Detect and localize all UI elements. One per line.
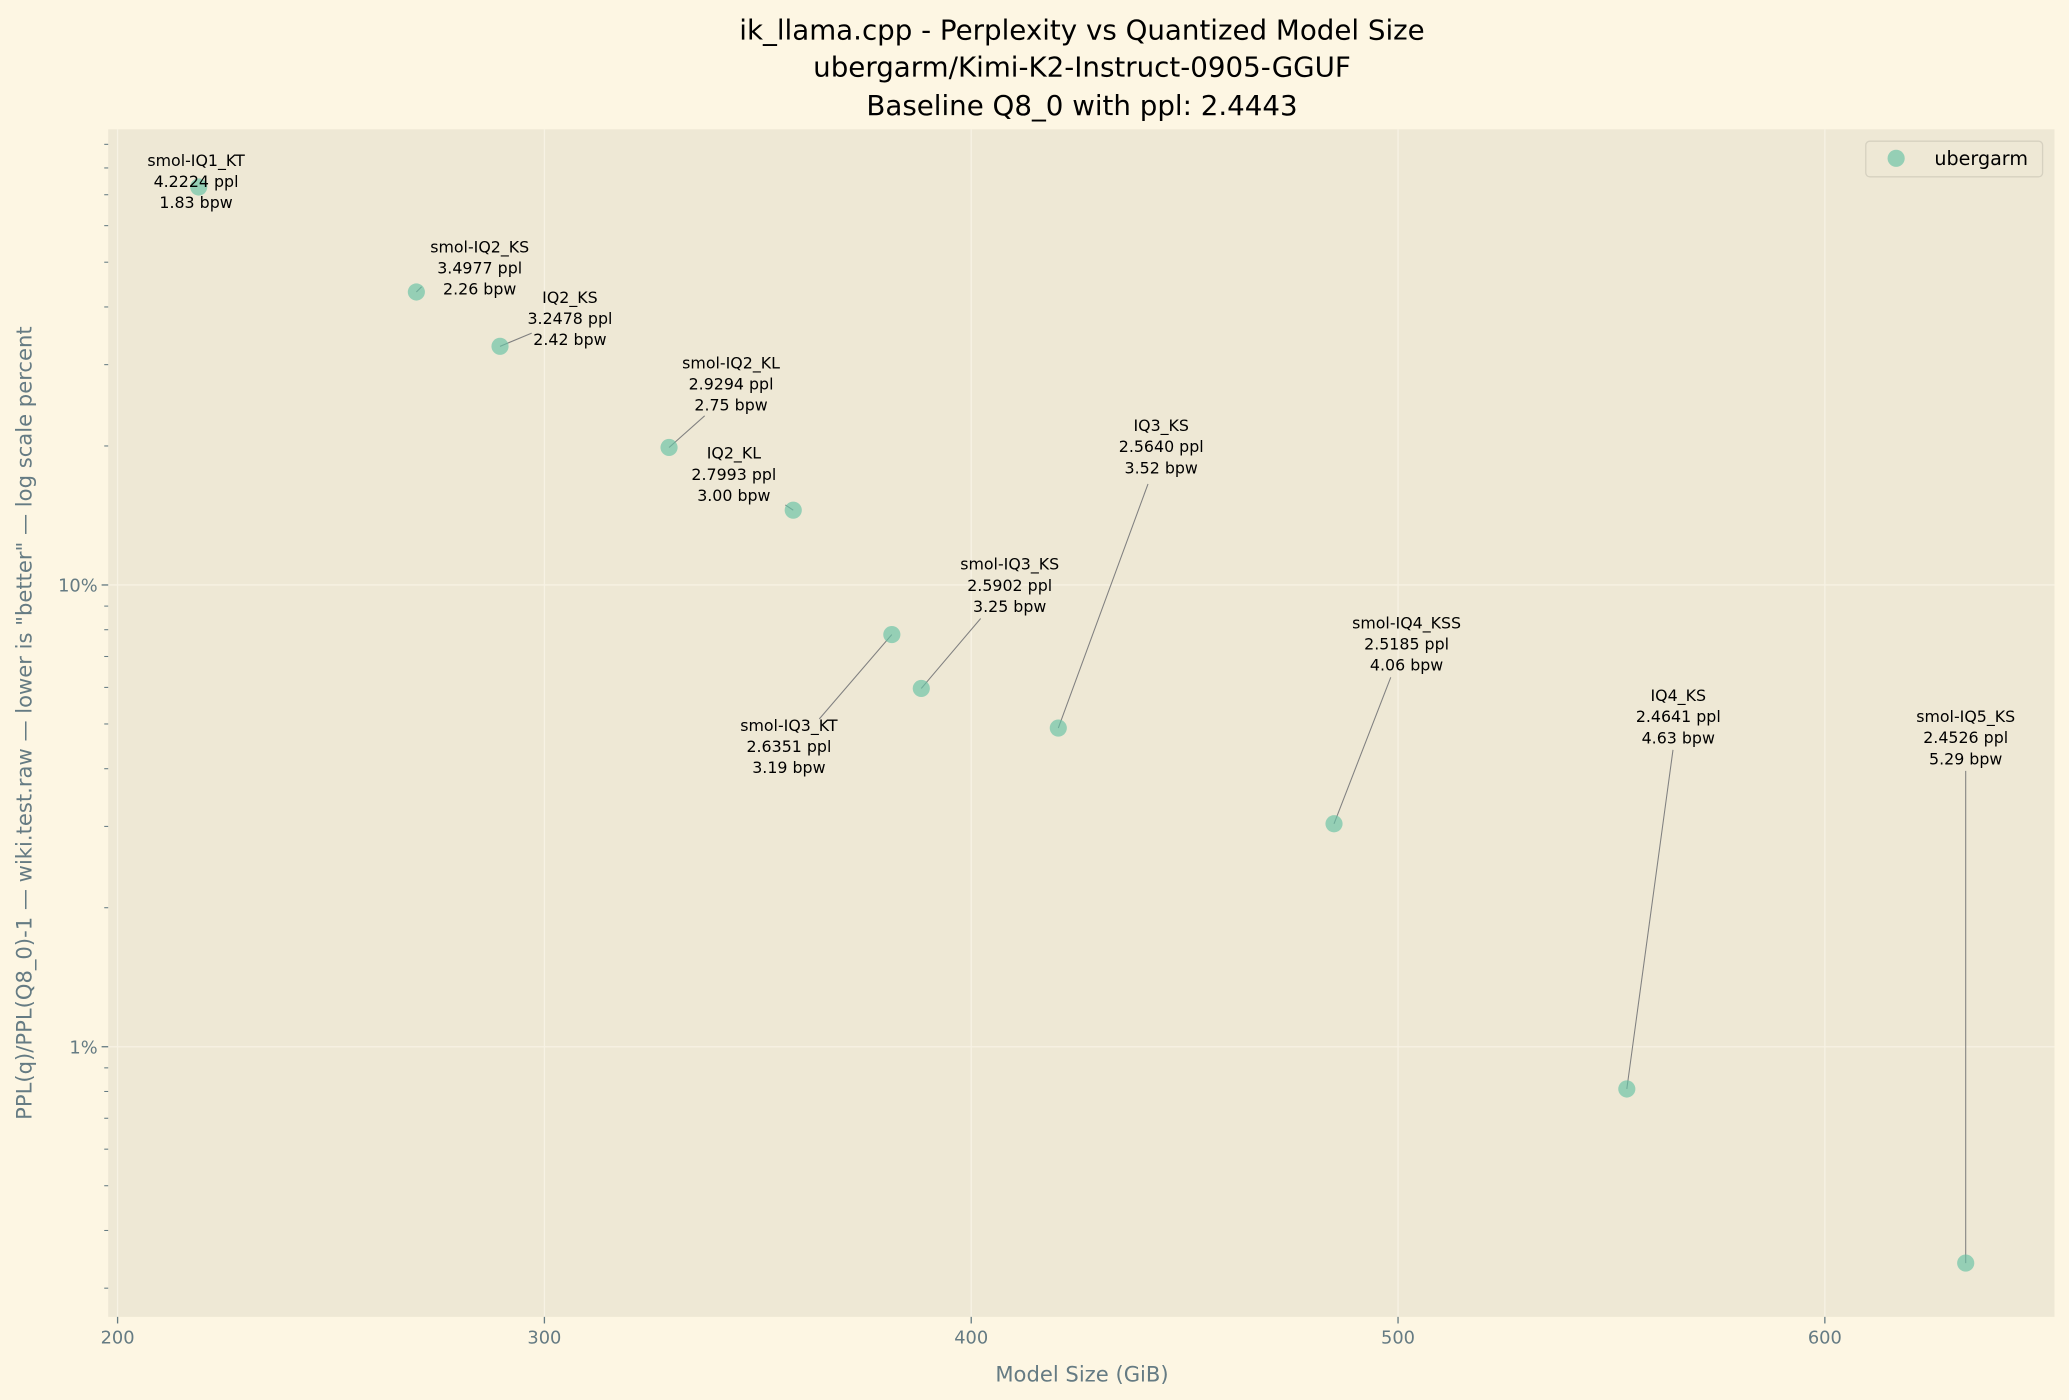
annotation-ppl: 2.7993 ppl [691,465,776,484]
annotation-ppl: 2.5640 ppl [1119,437,1204,456]
y-tick-label: 10% [58,576,98,597]
annotation-label: smol-IQ3_KT [740,716,838,736]
annotation-label: IQ2_KL [707,444,761,464]
annotation-label: IQ3_KS [1133,416,1189,436]
data-point [1618,1080,1636,1098]
annotation-bpw: 3.25 bpw [973,597,1046,616]
x-axis-label: Model Size (GiB) [995,1362,1168,1387]
data-point [190,178,208,196]
annotation-label: smol-IQ2_KS [430,237,529,257]
annotation-bpw: 2.75 bpw [694,396,767,415]
annotation-bpw: 2.26 bpw [443,280,516,299]
x-tick-label: 300 [527,1327,561,1348]
annotation-ppl: 2.6351 ppl [746,737,831,756]
annotation-bpw: 4.63 bpw [1642,728,1715,747]
annotation-ppl: 4.2224 ppl [154,172,239,191]
annotation-connectors [415,286,1967,1264]
axis-ticks: 200 300 400 500 600 1% 10% [58,143,1842,1348]
annotation-bpw: 5.29 bpw [1929,749,2002,768]
grid [108,129,2055,1317]
annotation-ppl: 3.4977 ppl [437,259,522,278]
chart-title-line-2: ubergarm/Kimi-K2-Instruct-0905-GGUF [813,51,1351,84]
annotation-ppl: 3.2478 ppl [528,309,613,328]
annotation-label: smol-IQ5_KS [1916,707,2015,727]
legend-box [1865,140,2044,178]
legend-marker [1887,149,1905,167]
annotation-label: smol-IQ2_KL [682,353,780,373]
annotation-bpw: 3.52 bpw [1125,458,1198,477]
x-tick-label: 400 [954,1327,988,1348]
y-axis-label: PPL(q)/PPL(Q8_0)-1 — wiki.test.raw — low… [12,326,38,1119]
annotation-connector [1333,677,1392,824]
legend: ubergarm [1865,140,2044,178]
annotation-ppl: 2.9294 ppl [689,374,774,393]
data-points [190,178,1975,1272]
plot-area [108,129,2055,1317]
annotation-label: IQ2_KS [542,288,598,308]
data-point [491,337,509,355]
y-tick-label: 1% [69,1037,97,1058]
data-point [1957,1254,1975,1272]
annotation-label: IQ4_KS [1650,686,1706,706]
annotation-ppl: 2.4526 ppl [1923,728,2008,747]
x-tick-label: 200 [101,1327,135,1348]
annotation-label: smol-IQ4_KSS [1352,613,1461,633]
annotation-ppl: 2.5902 ppl [967,576,1052,595]
annotation-connector [1057,483,1149,729]
data-point [660,438,678,457]
annotation-label: smol-IQ3_KS [960,555,1059,575]
annotation-connector [1626,749,1674,1090]
chart-title-line-1: ik_llama.cpp - Perplexity vs Quantized M… [739,14,1424,47]
data-point [883,625,901,644]
annotation-ppl: 2.5185 ppl [1364,635,1449,654]
annotation-bpw: 2.42 bpw [533,330,606,349]
annotation-label: smol-IQ1_KT [147,151,245,171]
data-point [407,283,425,301]
data-point [1325,815,1343,833]
annotation-bpw: 3.00 bpw [697,486,770,505]
annotation-connector [920,618,982,689]
annotation-connector [818,634,893,720]
x-tick-label: 500 [1381,1327,1415,1348]
chart-title-line-3: Baseline Q8_0 with ppl: 2.4443 [866,89,1297,122]
data-point [784,501,802,519]
annotation-bpw: 3.19 bpw [752,758,825,777]
data-point [912,679,930,697]
data-point [1049,719,1067,737]
legend-label: ubergarm [1934,147,2028,170]
x-tick-label: 600 [1808,1327,1842,1348]
annotation-bpw: 4.06 bpw [1370,656,1443,675]
annotation-bpw: 1.83 bpw [159,193,232,212]
annotations: smol-IQ1_KT4.2224 ppl 1.83 bpw smol-IQ2_KS… [147,151,2015,777]
annotation-ppl: 2.4641 ppl [1636,707,1721,726]
